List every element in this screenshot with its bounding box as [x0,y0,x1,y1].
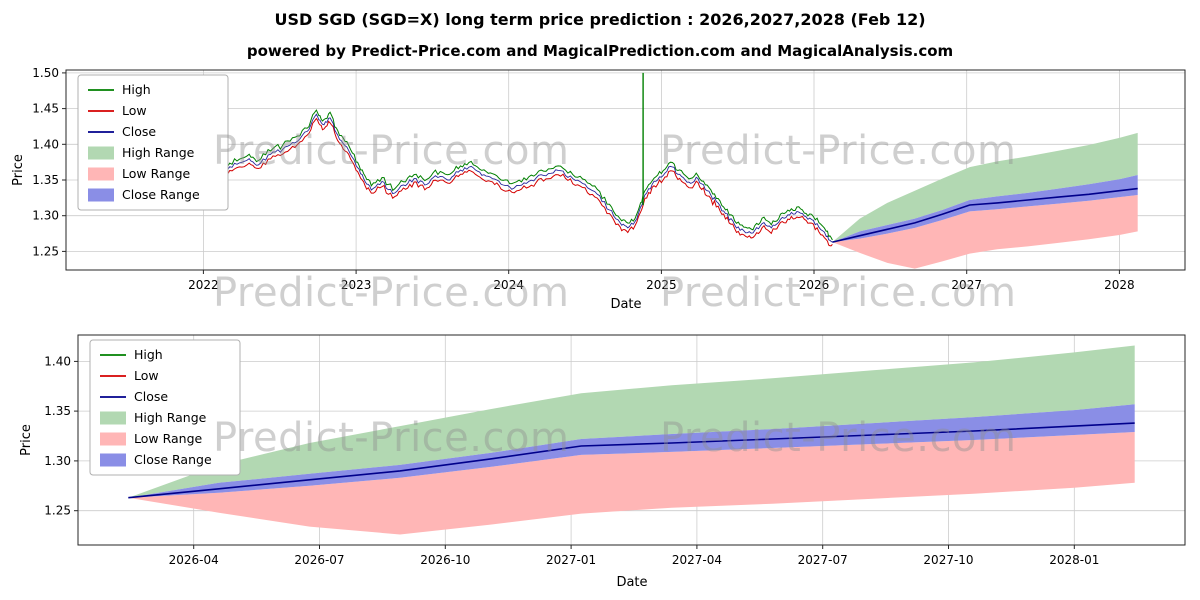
legend-label: High Range [134,410,207,425]
svg-text:1.40: 1.40 [32,137,59,151]
forecast-bands [128,345,1135,535]
svg-text:2026-10: 2026-10 [420,553,470,567]
legend-swatch-high_range [88,146,114,160]
svg-text:1.30: 1.30 [44,454,71,468]
legend-label: Low Range [134,431,203,446]
low-range-band [128,432,1135,535]
legend-label: Close Range [122,187,200,202]
high-range-band [128,345,1135,498]
close-range-band [128,404,1135,498]
x-axis-label: Date [616,575,647,590]
svg-text:2028: 2028 [1104,278,1135,292]
svg-text:2027-10: 2027-10 [923,553,973,567]
forecast-close-line [832,187,1138,243]
legend-label: High Range [122,145,195,160]
page-title: USD SGD (SGD=X) long term price predicti… [274,10,926,29]
legend-swatch-low_range [88,167,114,181]
low-range-band [832,195,1138,269]
legend-label: Low [134,368,159,383]
svg-text:1.30: 1.30 [32,209,59,223]
x-axis-label: Date [610,297,641,312]
forecast-close-line [128,422,1135,499]
plot-border [77,334,1186,546]
x-tick-labels: 2026-04 2026-07 2026-10 2027-01 2027-04 2027-… [169,553,1100,567]
tick-marks [74,360,1075,549]
legend-label: High [122,82,151,97]
close-range-band [832,175,1138,243]
legend-box [77,74,229,211]
legend-swatch-close_range [88,188,114,202]
legend-swatch-low_range [100,432,126,446]
forecast-bands [832,132,1138,269]
legend-label: Close [122,124,156,139]
svg-text:1.40: 1.40 [44,354,71,368]
svg-text:1.50: 1.50 [32,66,59,80]
svg-text:2023: 2023 [341,278,372,292]
svg-text:2025: 2025 [646,278,677,292]
legend-box [89,339,241,476]
top-chart: 1.25 1.30 1.35 1.40 1.45 1.50 2022 2023 2024 2025… [11,66,1186,312]
svg-text:2026: 2026 [799,278,830,292]
svg-text:1.35: 1.35 [32,173,59,187]
svg-text:1.25: 1.25 [32,244,59,258]
tick-marks [62,72,1120,274]
historical-lines [114,72,833,247]
y-axis-label: Price [19,424,34,456]
legend: High Low Close High Range Low Range Close Ran… [89,339,241,476]
legend-label: Low [122,103,147,118]
legend-label: Close Range [134,452,212,467]
svg-text:2027-07: 2027-07 [798,553,848,567]
svg-text:2024: 2024 [493,278,524,292]
svg-text:2026-04: 2026-04 [169,553,219,567]
svg-text:2022: 2022 [188,278,219,292]
svg-text:2027: 2027 [951,278,982,292]
high-range-band [832,132,1138,243]
legend-swatch-close_range [100,453,126,467]
x-tick-labels: 2022 2023 2024 2025 2026 2027 2028 [188,278,1135,292]
svg-text:1.35: 1.35 [44,404,71,418]
legend-label: Low Range [122,166,191,181]
svg-text:1.25: 1.25 [44,504,71,518]
y-tick-labels: 1.25 1.30 1.35 1.40 1.45 1.50 [32,66,59,258]
legend-label: Close [134,389,168,404]
y-tick-labels: 1.25 1.30 1.35 1.40 [44,354,71,517]
legend: High Low Close High Range Low Range Close Ran… [77,74,229,211]
legend-swatch-high_range [100,411,126,425]
svg-text:2027-04: 2027-04 [672,553,722,567]
page-subtitle: powered by Predict-Price.com and Magical… [246,42,954,60]
plot-border [65,69,1186,271]
svg-text:2027-01: 2027-01 [546,553,596,567]
legend-label: High [134,347,163,362]
svg-text:1.45: 1.45 [32,102,59,116]
svg-text:2026-07: 2026-07 [294,553,344,567]
svg-text:2028-01: 2028-01 [1049,553,1099,567]
y-axis-label: Price [11,154,26,186]
